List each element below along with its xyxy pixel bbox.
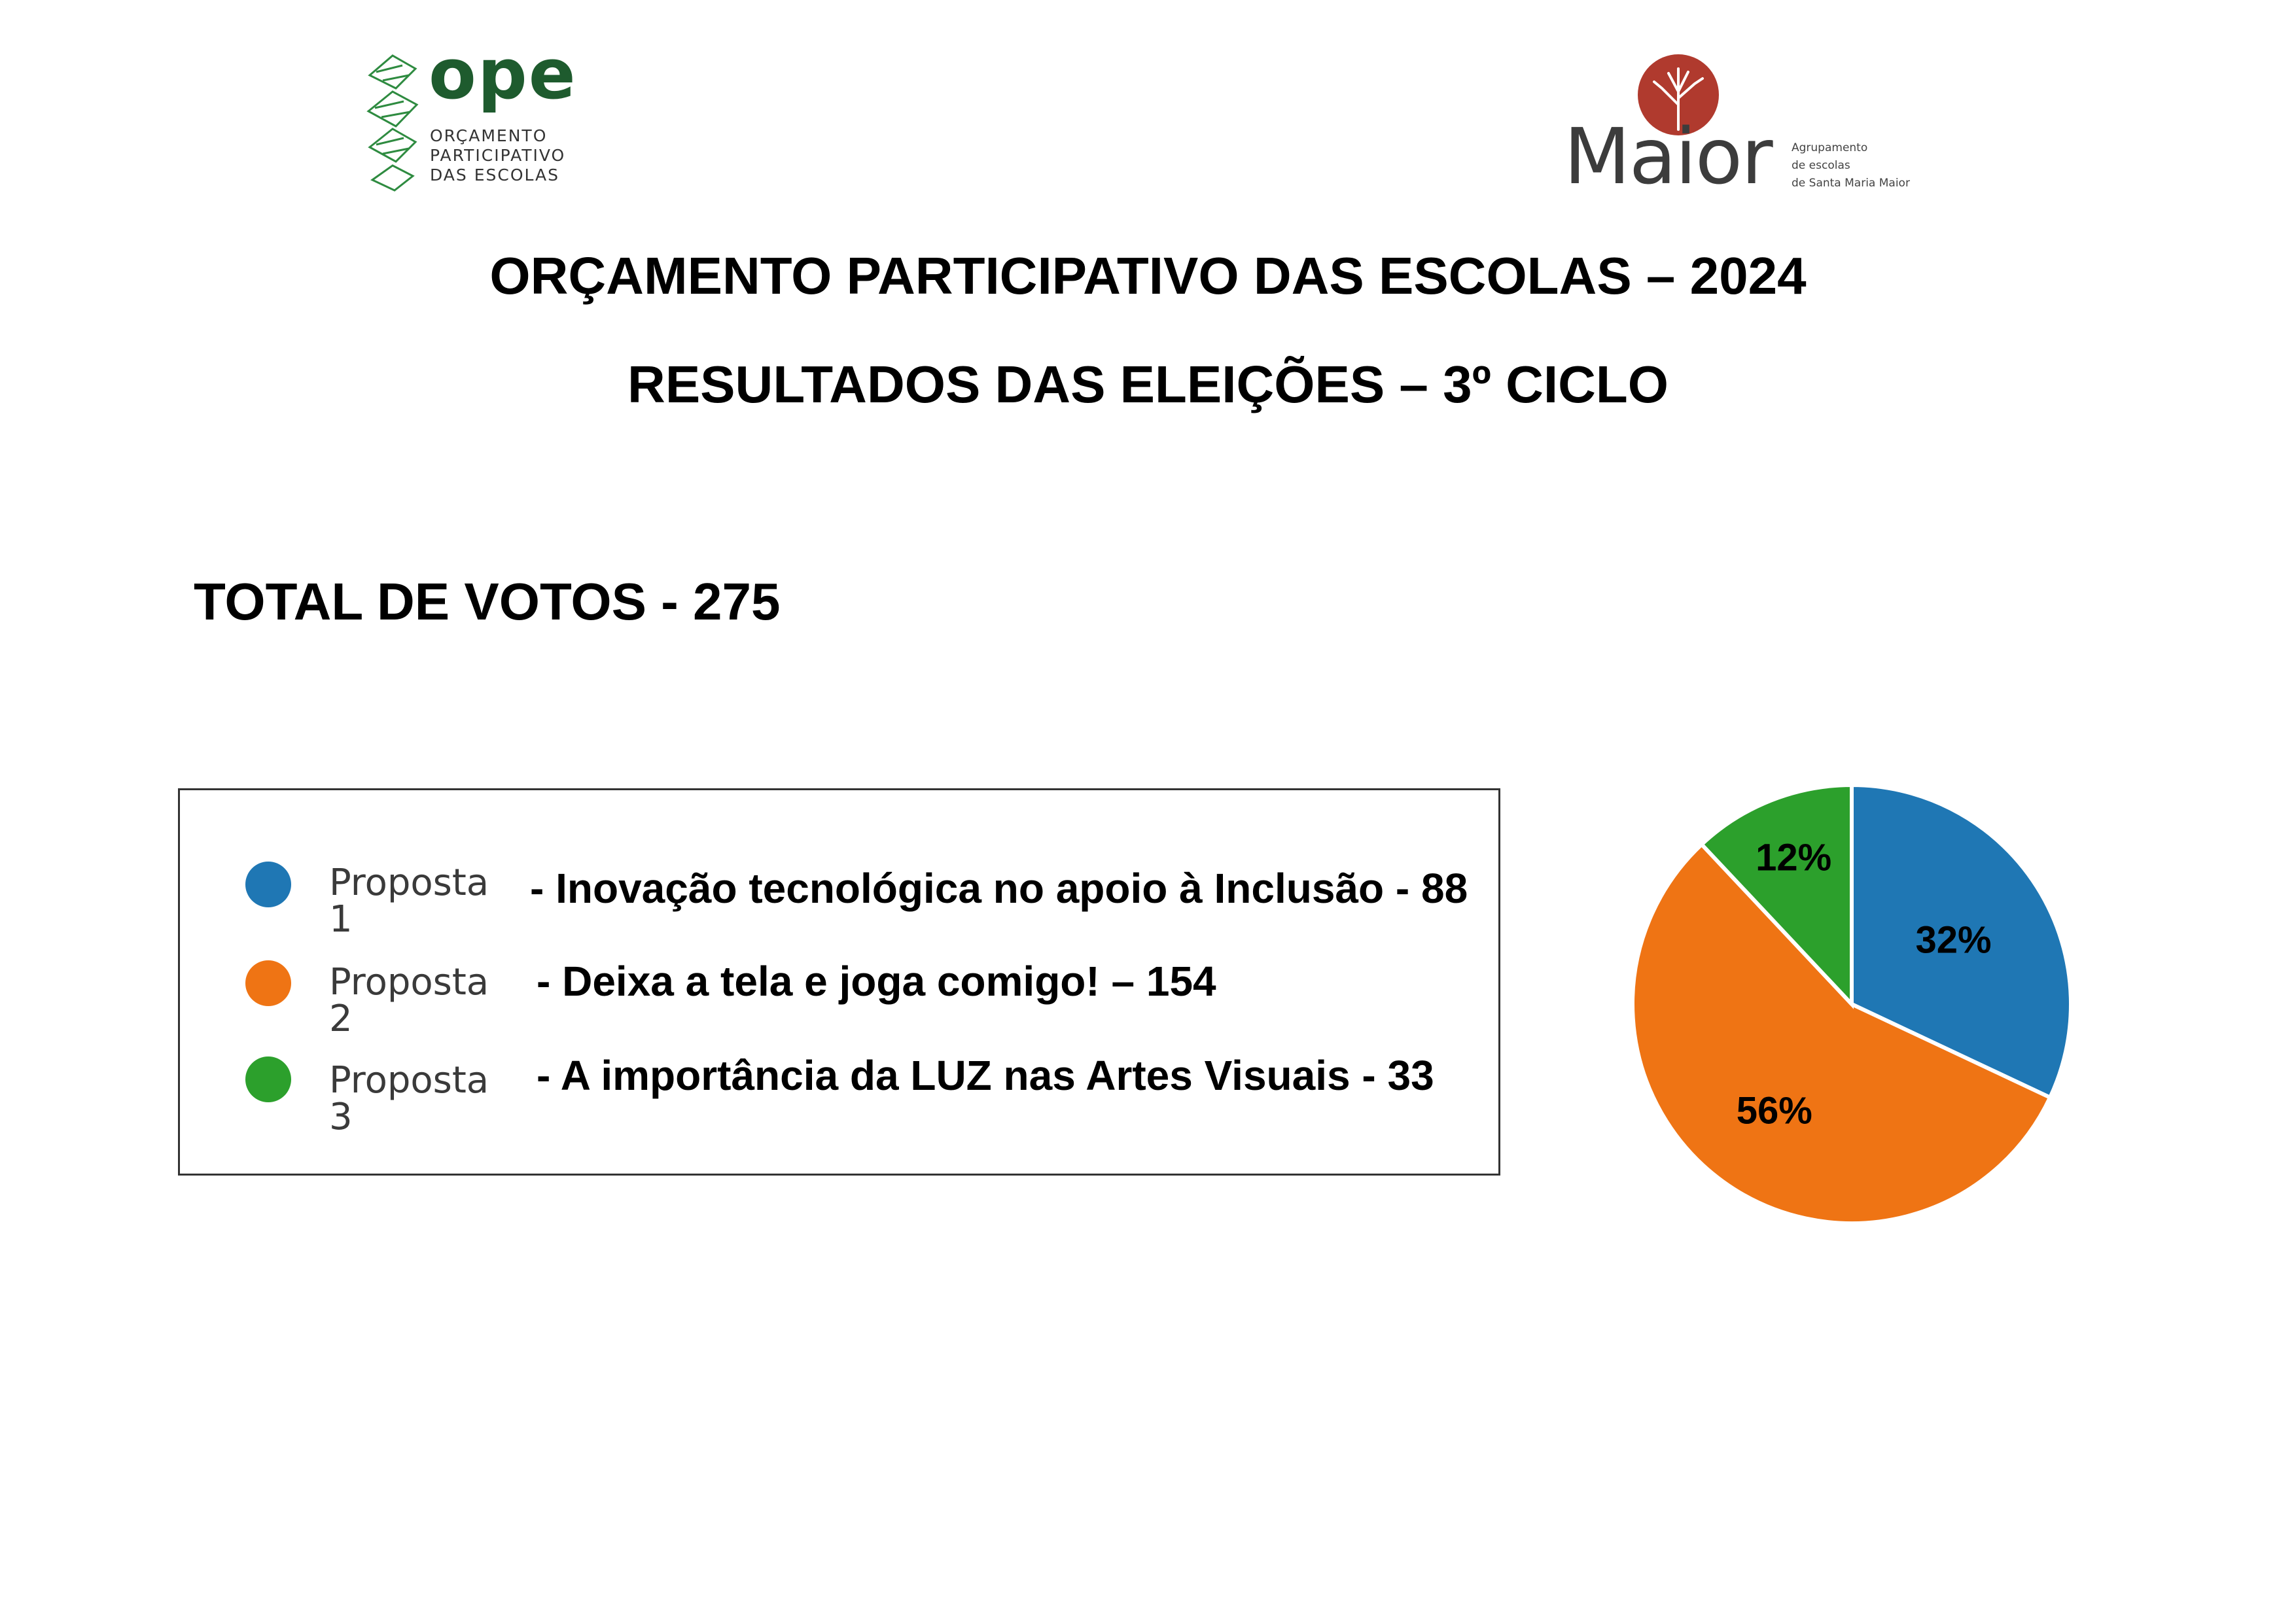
legend-label-2: Proposta 2 — [329, 961, 489, 1040]
pie-slice-2 — [1631, 841, 2053, 1225]
pie-label-2: 56% — [1737, 1090, 1812, 1132]
ope-logo: ope ORÇAMENTO PARTICIPATIVO DAS ESCOLAS — [363, 40, 599, 193]
legend-box: Proposta 1 - Inovação tecnológica no apo… — [178, 788, 1500, 1176]
ope-logo-line-1: ORÇAMENTO — [430, 126, 548, 145]
pie-slice-1 — [1850, 782, 2073, 1100]
pie-label-3: 12% — [1756, 837, 1831, 879]
page-subtitle: RESULTADOS DAS ELEIÇÕES – 3º CICLO — [627, 355, 1669, 413]
pie-label-1: 32% — [1916, 918, 1992, 961]
ope-leaf-icon — [366, 54, 419, 192]
ope-logo-line-2: PARTICIPATIVO — [430, 146, 566, 165]
page-title: ORÇAMENTO PARTICIPATIVO DAS ESCOLAS – 20… — [489, 247, 1807, 305]
legend-description-1: - Inovação tecnológica no apoio à Inclus… — [530, 865, 1468, 912]
tree-icon — [1638, 54, 1719, 135]
legend-label-3: Proposta 3 — [329, 1059, 489, 1138]
maior-logo: Maior Agrupamento de escolas de Santa Ma… — [1564, 52, 1956, 203]
ope-logo-word: ope — [429, 34, 577, 114]
total-votes: TOTAL DE VOTOS - 275 — [194, 572, 781, 631]
legend-dot-blue-icon — [245, 862, 291, 907]
maior-logo-line-2: de escolas — [1792, 159, 1850, 172]
maior-logo-line-3: de Santa Maria Maior — [1792, 177, 1910, 190]
legend-description-3: - A importância da LUZ nas Artes Visuais… — [537, 1052, 1434, 1099]
legend-label-1: Proposta 1 — [329, 862, 489, 941]
pie-slice-3 — [1699, 782, 1854, 1009]
legend-dot-orange-icon — [245, 960, 291, 1006]
legend-dot-green-icon — [245, 1056, 291, 1102]
ope-logo-line-3: DAS ESCOLAS — [430, 166, 560, 184]
legend-description-2: - Deixa a tela e joga comigo! – 154 — [537, 958, 1216, 1005]
maior-logo-line-1: Agrupamento — [1792, 141, 1868, 154]
pie-chart: 32% 56% 12% — [1631, 782, 2073, 1225]
maior-logo-word: Maior — [1564, 111, 1773, 201]
